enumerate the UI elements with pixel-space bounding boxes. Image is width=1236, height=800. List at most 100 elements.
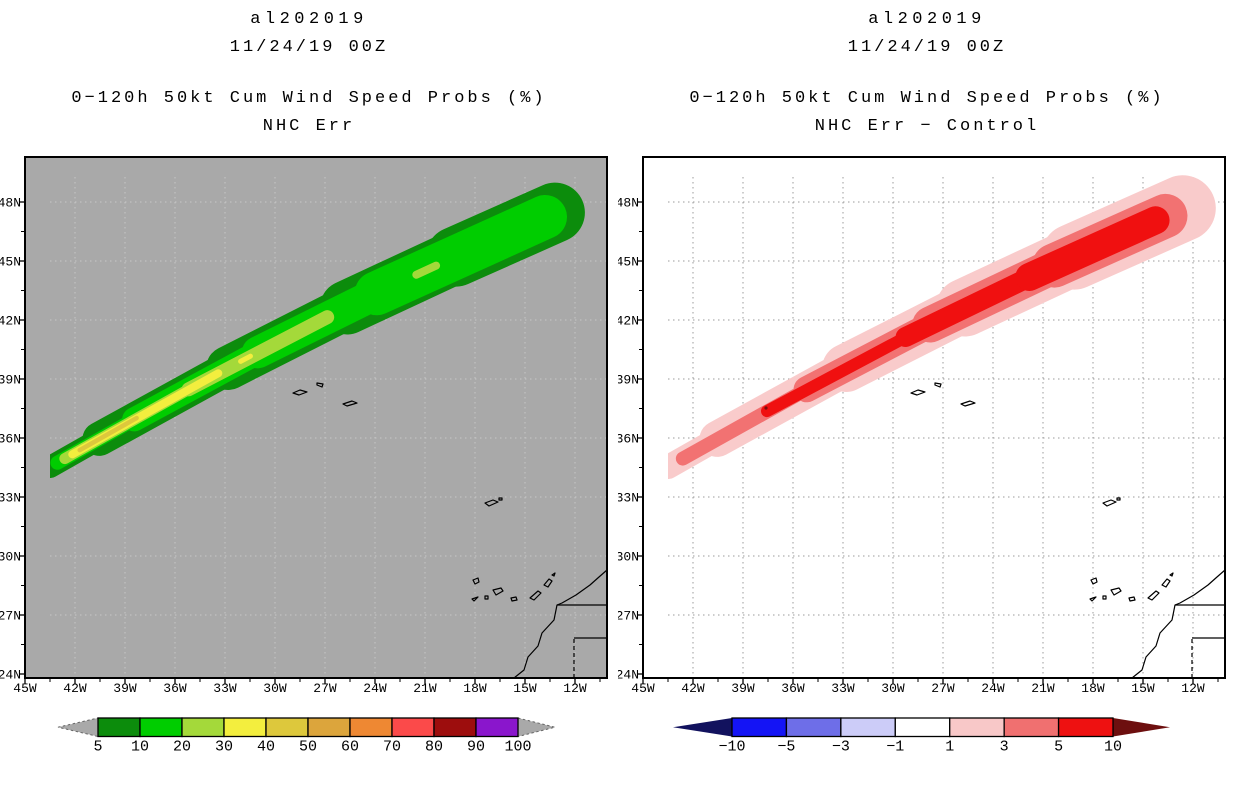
lon-label: 21W <box>1031 681 1055 696</box>
lon-label: 27W <box>313 681 337 696</box>
coastline-africa <box>513 569 608 679</box>
swath-band <box>238 353 253 364</box>
swath-band <box>412 261 441 279</box>
colorbar-segment <box>97 717 141 738</box>
lat-label: 42N <box>618 314 639 329</box>
colorbar-arrow-high <box>517 717 556 738</box>
colorbar-tick-label: 60 <box>341 739 359 756</box>
map-plot-area <box>668 174 1226 679</box>
island-outlines <box>292 382 556 602</box>
panel-title-subtitle: NHC Err − Control <box>814 117 1040 136</box>
colorbar-segment <box>181 717 225 738</box>
colorbar-segment <box>139 717 183 738</box>
colorbar-segment <box>391 717 435 738</box>
colorbar-arrow-low <box>57 717 99 738</box>
lat-label: 27N <box>618 609 639 624</box>
lat-label: 39N <box>0 373 21 388</box>
colorbar-segment <box>265 717 309 738</box>
lon-label: 15W <box>513 681 537 696</box>
map-prob-difference: 45W 42W 39W 36W 33W 30W 27W 24W 21W 18W 15W 12W 48N 4… <box>618 156 1226 696</box>
panel-title-storm-id: al202019 <box>250 10 368 29</box>
lon-label: 36W <box>163 681 187 696</box>
colorbar-tick-label: 20 <box>173 739 191 756</box>
lat-label: 36N <box>0 432 21 447</box>
lat-label: 36N <box>618 432 639 447</box>
lon-label: 24W <box>981 681 1005 696</box>
panel-title-product: 0−120h 50kt Cum Wind Speed Probs (%) <box>71 89 547 108</box>
lon-label: 30W <box>881 681 905 696</box>
colorbar-tick-label: 40 <box>257 739 275 756</box>
island-outlines <box>910 382 1174 602</box>
swath-band <box>354 195 567 316</box>
colorbar-tick-label: −10 <box>718 739 745 756</box>
lon-label: 12W <box>1181 681 1205 696</box>
colorbar-arrow-high <box>1113 718 1170 737</box>
map-plot-area <box>50 174 608 679</box>
panel-title-subtitle: NHC Err <box>262 117 356 136</box>
swath-band <box>761 326 922 418</box>
colorbar-arrow-low <box>673 718 732 737</box>
colorbar-tick-label: −5 <box>777 739 795 756</box>
panel-title-datetime: 11/24/19 00Z <box>229 38 389 57</box>
swath-band <box>1015 206 1170 291</box>
colorbar-tick-label: 80 <box>425 739 443 756</box>
panel-nhc-err-minus-control: al202019 11/24/19 00Z 0−120h 50kt Cum Wi… <box>618 0 1236 800</box>
colorbar-segment <box>349 717 393 738</box>
lon-label: 42W <box>63 681 87 696</box>
lon-label: 45W <box>13 681 37 696</box>
lon-label: 42W <box>681 681 705 696</box>
colorbar-tick-label: 3 <box>1000 739 1009 756</box>
lat-label: 45N <box>618 255 639 270</box>
map-frame <box>24 156 608 679</box>
colorbar-segment <box>894 717 951 738</box>
lon-label: 33W <box>213 681 237 696</box>
lat-label: 30N <box>618 550 639 565</box>
colorbar-segment <box>433 717 477 738</box>
map-frame <box>642 156 1226 679</box>
colorbar-segment <box>475 717 519 738</box>
panel-title-product: 0−120h 50kt Cum Wind Speed Probs (%) <box>689 89 1165 108</box>
colorbar-segment <box>731 717 788 738</box>
lat-label: 33N <box>0 491 21 506</box>
colorbar-tick-label: 30 <box>215 739 233 756</box>
colorbar-tick-label: 5 <box>1054 739 1063 756</box>
lon-label: 15W <box>1131 681 1155 696</box>
lon-label: 45W <box>631 681 655 696</box>
lat-label: 27N <box>0 609 21 624</box>
colorbar-probability: 5 10 20 30 40 50 60 70 80 90 100 <box>57 717 556 756</box>
colorbar-segment <box>307 717 351 738</box>
lat-label: 24N <box>618 668 639 683</box>
colorbar-tick-label: 90 <box>467 739 485 756</box>
map-wind-speed-probs: 45W 42W 39W 36W 33W 30W 27W 24W 21W 18W 15W 12W 48N 4… <box>0 156 608 696</box>
colorbar-segment <box>223 717 267 738</box>
colorbar-tick-label: 5 <box>93 739 102 756</box>
colorbar-tick-label: −3 <box>832 739 850 756</box>
lat-label: 48N <box>618 196 639 211</box>
lon-label: 33W <box>831 681 855 696</box>
lon-label: 36W <box>781 681 805 696</box>
colorbar-tick-label: 70 <box>383 739 401 756</box>
lon-label: 18W <box>463 681 487 696</box>
colorbar-tick-label: 50 <box>299 739 317 756</box>
colorbar-difference: −10 −5 −3 −1 1 3 5 10 <box>673 717 1170 756</box>
lat-label: 33N <box>618 491 639 506</box>
swath-band <box>77 415 139 453</box>
lat-label: 24N <box>0 668 21 683</box>
colorbar-segment <box>785 717 842 738</box>
lon-label: 12W <box>563 681 587 696</box>
lon-label: 21W <box>413 681 437 696</box>
lon-label: 30W <box>263 681 287 696</box>
coastline-africa <box>1131 569 1226 679</box>
colorbar-tick-label: 100 <box>504 739 531 756</box>
lon-label: 39W <box>113 681 137 696</box>
panel-nhc-err: al202019 11/24/19 00Z 0−120h 50kt Cum Wi… <box>0 10 608 756</box>
colorbar-segment <box>1003 717 1060 738</box>
lat-label: 39N <box>618 373 639 388</box>
lat-label: 45N <box>0 255 21 270</box>
panel-title-datetime: 11/24/19 00Z <box>847 38 1007 57</box>
colorbar-tick-label: 10 <box>131 739 149 756</box>
lon-label: 18W <box>1081 681 1105 696</box>
colorbar-segment <box>840 717 896 738</box>
colorbar-tick-label: 10 <box>1104 739 1122 756</box>
lon-label: 27W <box>931 681 955 696</box>
